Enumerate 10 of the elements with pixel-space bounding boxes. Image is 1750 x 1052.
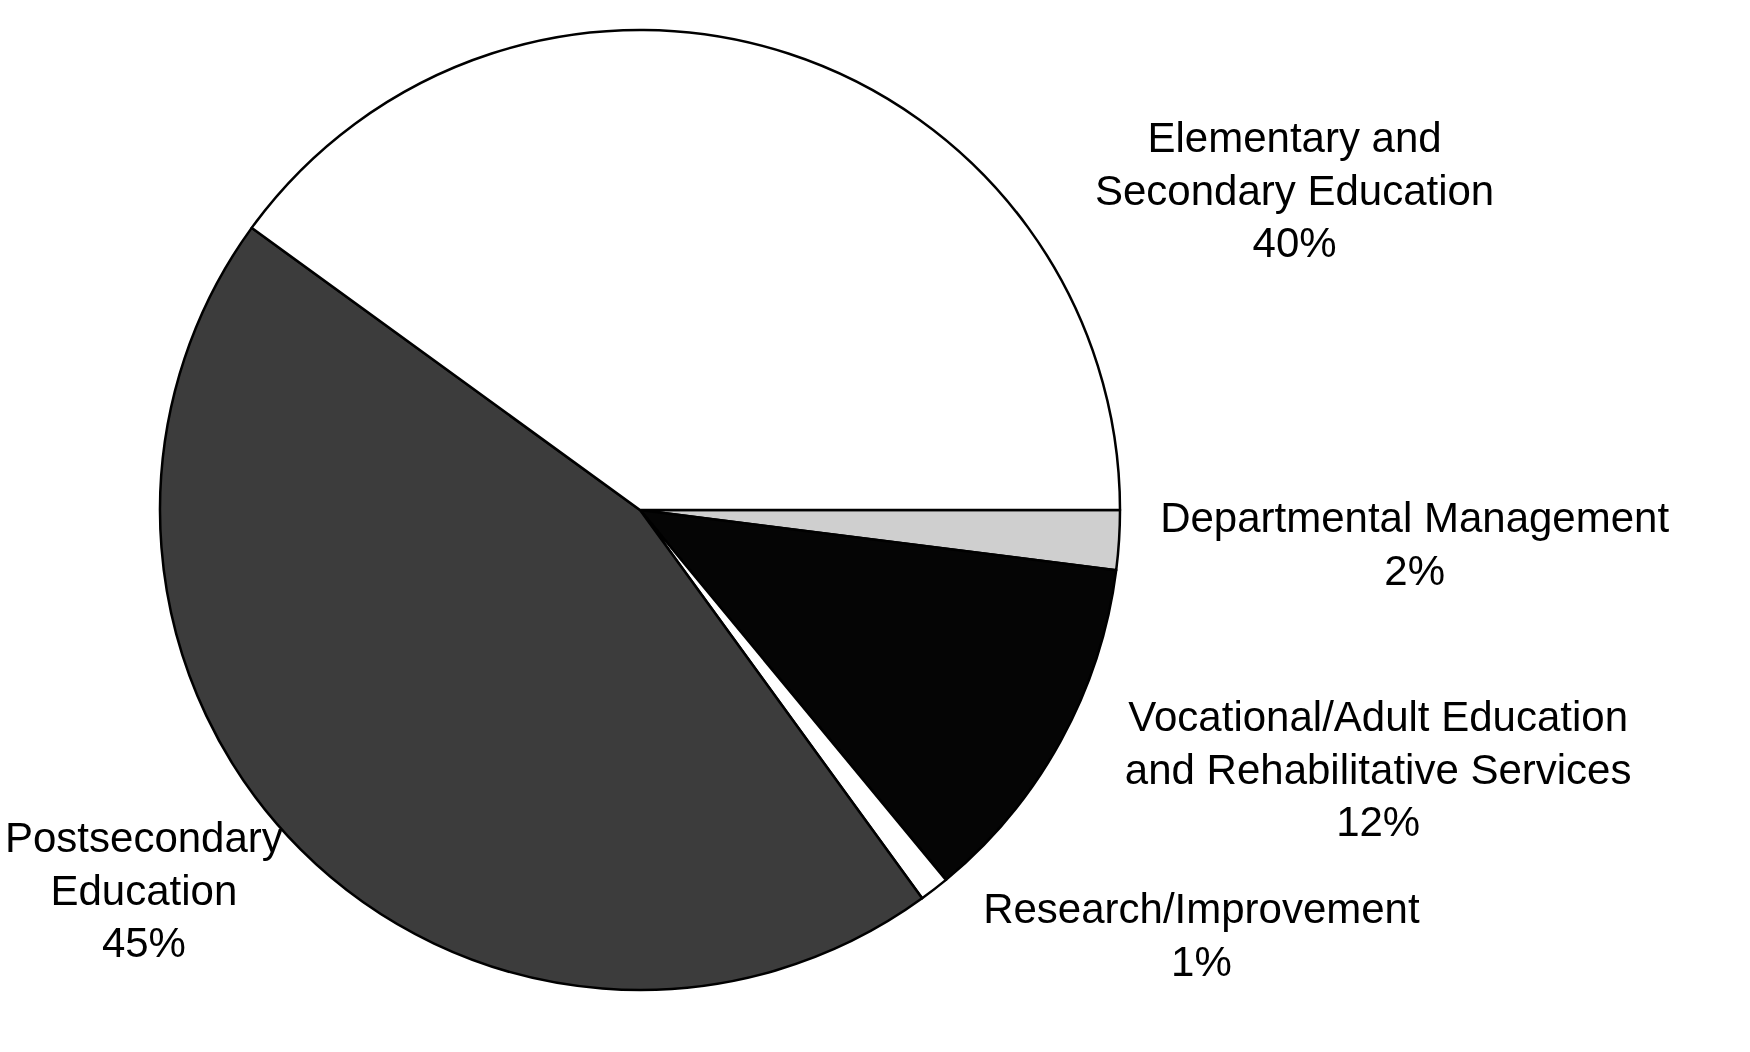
slice-label: Departmental Management: [1160, 494, 1670, 542]
data-label: 40%: [1252, 219, 1337, 267]
data-label: 45%: [101, 919, 186, 967]
data-label: 12%: [1336, 798, 1421, 846]
data-label: 1%: [1171, 937, 1232, 985]
slice-label: Elementary and Secondary Education: [1094, 114, 1495, 214]
slice-label: Postsecondary Education: [5, 814, 283, 914]
slice-label: Research/Improvement: [983, 885, 1420, 933]
slice-label: Vocational/Adult Education and Rehabilitative Services: [1124, 693, 1632, 793]
data-label: 2%: [1384, 546, 1445, 594]
